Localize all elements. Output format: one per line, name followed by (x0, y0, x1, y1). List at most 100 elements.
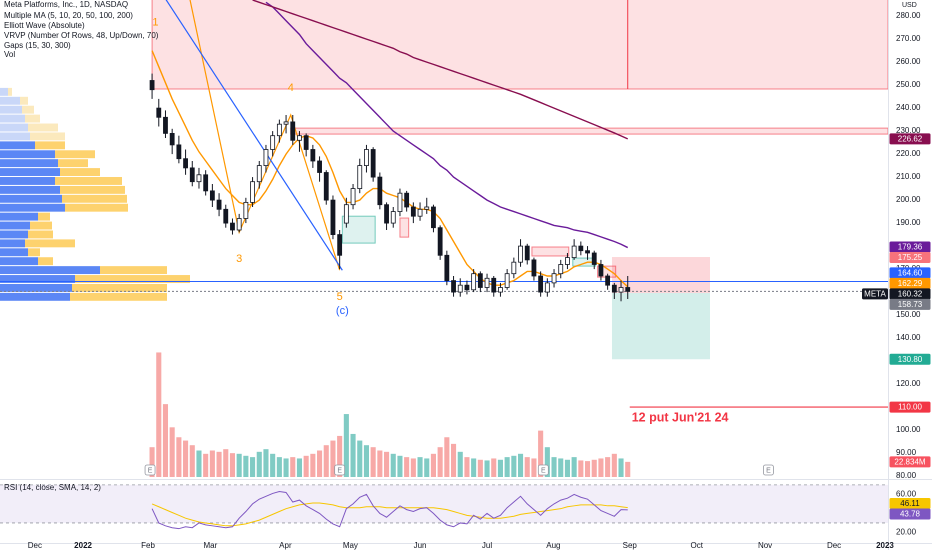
price-badge-label: 110.00 (898, 403, 922, 412)
vrvp-up-bar (0, 114, 25, 123)
wave-label: 3 (236, 253, 242, 265)
volume-bar (384, 451, 390, 477)
vrvp-up-bar (0, 194, 62, 203)
volume-bar (517, 453, 524, 477)
price-badge (889, 456, 931, 468)
earnings-marker (763, 464, 774, 476)
y-tick-label: 150.00 (896, 310, 921, 319)
price-badge-label: 43.78 (900, 510, 921, 519)
candle-body (477, 273, 483, 288)
price-badge (889, 252, 931, 264)
vrvp-up-bar (0, 177, 55, 185)
volume-bar (417, 457, 423, 477)
y-tick-label: 270.00 (896, 34, 921, 43)
volume-bar (296, 458, 303, 477)
gap-box (151, 0, 888, 90)
candle-body (276, 123, 282, 137)
price-badge-label: 160.32 (898, 290, 923, 299)
vrvp-down-bar (55, 177, 122, 185)
volume-bar (471, 458, 477, 477)
volume-bar (611, 453, 617, 477)
rsi-tick-label: 20.00 (896, 528, 917, 537)
price-badge-label: 158.73 (898, 300, 923, 309)
price-badge-label: 179.36 (898, 243, 923, 252)
volume-bar (270, 453, 276, 477)
vrvp-down-bar (28, 230, 53, 239)
volume-bar (283, 458, 289, 477)
volume-bar (484, 460, 490, 477)
symbol-badge (862, 288, 888, 300)
candle-body (531, 259, 537, 277)
earnings-label: E (148, 467, 153, 474)
rsi-line (151, 491, 628, 530)
volume-bar (189, 445, 195, 477)
candle-body (464, 284, 470, 291)
volume-bar (357, 440, 363, 477)
candle-body (283, 121, 289, 125)
vrvp-up-bar (0, 221, 30, 230)
candle-body (424, 206, 430, 210)
candle-body (544, 282, 550, 293)
volume-bar (404, 457, 410, 477)
vrvp-up-bar (0, 248, 28, 257)
volume-bar (323, 445, 329, 477)
candle-body (571, 245, 577, 258)
candle-body (598, 264, 604, 277)
volume-bar (457, 451, 463, 477)
volume-bar (591, 459, 597, 477)
candle-body (350, 188, 356, 206)
volume-bar (584, 461, 591, 477)
y-tick-label: 250.00 (896, 80, 921, 89)
rsi-tick-label: 60.00 (896, 489, 917, 498)
candle-body (390, 211, 396, 224)
vrvp-up-bar (0, 87, 8, 96)
volume-bar (229, 453, 236, 477)
volume-bar (209, 450, 215, 477)
legend-indicator: Multiple MA (5, 10, 20, 50, 100, 200) (4, 11, 133, 20)
candle-body (209, 190, 215, 201)
candle-body (297, 135, 302, 141)
volume-bar (310, 453, 316, 477)
x-tick-label: May (343, 541, 358, 550)
candle-body (330, 199, 336, 235)
volume-bar (511, 455, 517, 477)
vrvp-down-bar (65, 203, 128, 212)
candle-body (223, 208, 229, 224)
price-badge (889, 353, 931, 365)
price-badge-label: 226.62 (898, 134, 923, 143)
price-badge (889, 288, 931, 300)
gap-box (290, 127, 888, 135)
vrvp-down-bar (38, 212, 50, 221)
volume-bar (605, 457, 611, 477)
candle-body (431, 206, 436, 229)
position-stop-zone (611, 257, 710, 294)
volume-bar (578, 460, 584, 477)
moving-average (252, 0, 629, 140)
candle-body (384, 204, 389, 224)
candle-body (618, 287, 624, 293)
candle-body (377, 176, 383, 206)
volume-bar (571, 457, 577, 477)
rsi-pane (0, 484, 888, 530)
candle-body (364, 149, 369, 166)
x-tick-label: Mar (203, 541, 217, 550)
rsi-band (0, 484, 888, 523)
volume-bar (330, 440, 336, 477)
gap-box (531, 246, 570, 257)
price-badge-label: 175.25 (898, 253, 923, 262)
vrvp-up-bar (0, 212, 38, 221)
vrvp-up-bar (0, 266, 100, 275)
volume-bar (196, 450, 202, 477)
volume-bar (524, 457, 530, 477)
candle-body (410, 206, 416, 217)
volume-bar (504, 457, 510, 477)
volume-bar (303, 455, 309, 477)
volume-bar (149, 447, 155, 477)
vrvp-up-bar (0, 141, 35, 150)
candle-body (404, 192, 410, 208)
legend-indicator: Elliott Wave (Absolute) (4, 21, 85, 30)
volume-bar (464, 457, 470, 477)
axes: 80.0090.00100.00110.00120.00130.00140.00… (28, 11, 931, 550)
vrvp-down-bar (28, 123, 58, 132)
vrvp-up-bar (0, 105, 22, 114)
